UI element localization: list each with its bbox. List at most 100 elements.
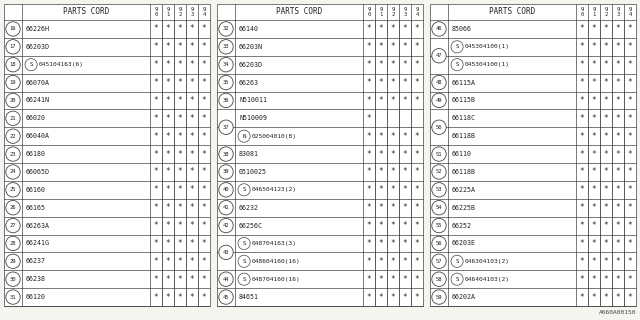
Text: PARTS CORD: PARTS CORD <box>63 7 109 17</box>
Text: *: * <box>415 275 419 284</box>
Circle shape <box>432 272 446 286</box>
Text: *: * <box>189 114 195 123</box>
Text: *: * <box>178 24 182 33</box>
Text: *: * <box>154 114 158 123</box>
Text: *: * <box>580 185 584 194</box>
Text: *: * <box>415 42 419 51</box>
Text: *: * <box>154 185 158 194</box>
Text: *: * <box>367 132 371 141</box>
Text: *: * <box>604 257 608 266</box>
Text: 66241G: 66241G <box>26 240 50 246</box>
Circle shape <box>219 120 233 134</box>
Text: S: S <box>243 241 246 246</box>
Text: 66118B: 66118B <box>452 133 476 139</box>
Text: 66118B: 66118B <box>452 169 476 175</box>
Text: *: * <box>379 132 383 141</box>
Text: *: * <box>178 149 182 159</box>
Text: 48: 48 <box>436 80 442 85</box>
Text: *: * <box>616 275 620 284</box>
Text: *: * <box>202 239 206 248</box>
Text: *: * <box>379 149 383 159</box>
Text: *: * <box>592 149 596 159</box>
Text: 66237: 66237 <box>26 258 46 264</box>
Text: *: * <box>390 42 396 51</box>
Text: *: * <box>154 96 158 105</box>
Text: *: * <box>202 132 206 141</box>
Circle shape <box>432 76 446 90</box>
Text: S: S <box>243 277 246 282</box>
Text: *: * <box>580 24 584 33</box>
Text: 66263A: 66263A <box>26 223 50 228</box>
Text: 46: 46 <box>436 27 442 31</box>
Text: 66110: 66110 <box>452 151 472 157</box>
Circle shape <box>6 201 20 215</box>
Circle shape <box>6 272 20 286</box>
Text: *: * <box>415 167 419 176</box>
Text: *: * <box>415 185 419 194</box>
Text: *: * <box>604 167 608 176</box>
Circle shape <box>451 255 463 268</box>
Text: 42: 42 <box>223 223 229 228</box>
Text: *: * <box>604 149 608 159</box>
Text: *: * <box>415 239 419 248</box>
Text: 66070A: 66070A <box>26 80 50 85</box>
Text: 47: 47 <box>436 53 442 58</box>
Text: *: * <box>154 292 158 301</box>
Text: *: * <box>367 96 371 105</box>
Circle shape <box>451 273 463 285</box>
Text: *: * <box>604 114 608 123</box>
Text: *: * <box>628 42 632 51</box>
Text: 66202A: 66202A <box>452 294 476 300</box>
Text: *: * <box>166 60 170 69</box>
Text: 66238: 66238 <box>26 276 46 282</box>
Text: *: * <box>379 239 383 248</box>
Text: *: * <box>379 60 383 69</box>
Text: *: * <box>166 114 170 123</box>
Text: 55: 55 <box>436 223 442 228</box>
Text: 66263: 66263 <box>239 80 259 85</box>
Text: *: * <box>189 257 195 266</box>
Circle shape <box>432 165 446 179</box>
Text: *: * <box>592 78 596 87</box>
Circle shape <box>432 254 446 268</box>
Text: *: * <box>616 114 620 123</box>
Text: *: * <box>178 292 182 301</box>
Text: *: * <box>580 292 584 301</box>
Text: PARTS CORD: PARTS CORD <box>489 7 535 17</box>
Text: 048704160(16): 048704160(16) <box>251 277 300 282</box>
Text: 17: 17 <box>10 44 16 49</box>
Text: 37: 37 <box>223 125 229 130</box>
Text: 66203E: 66203E <box>452 240 476 246</box>
Text: 9
2: 9 2 <box>392 7 395 17</box>
Text: *: * <box>604 24 608 33</box>
Text: *: * <box>604 275 608 284</box>
Text: N: N <box>243 134 246 139</box>
Text: S: S <box>243 259 246 264</box>
Text: 19: 19 <box>10 80 16 85</box>
Text: 66165: 66165 <box>26 205 46 211</box>
Text: *: * <box>604 60 608 69</box>
Text: *: * <box>580 114 584 123</box>
Text: *: * <box>415 96 419 105</box>
Text: *: * <box>403 239 407 248</box>
Text: 43: 43 <box>223 250 229 255</box>
Circle shape <box>432 218 446 233</box>
Text: *: * <box>367 292 371 301</box>
Text: 83081: 83081 <box>239 151 259 157</box>
Text: *: * <box>178 78 182 87</box>
Text: *: * <box>178 167 182 176</box>
Text: *: * <box>580 257 584 266</box>
Text: *: * <box>189 132 195 141</box>
Text: *: * <box>166 78 170 87</box>
Circle shape <box>432 120 446 134</box>
Text: 45: 45 <box>223 295 229 300</box>
Text: *: * <box>592 257 596 266</box>
Text: 40: 40 <box>223 187 229 192</box>
Text: *: * <box>166 132 170 141</box>
Circle shape <box>238 130 250 142</box>
Text: *: * <box>367 114 371 123</box>
Circle shape <box>6 129 20 143</box>
Text: *: * <box>415 24 419 33</box>
Text: 9
4: 9 4 <box>202 7 205 17</box>
Text: *: * <box>189 78 195 87</box>
